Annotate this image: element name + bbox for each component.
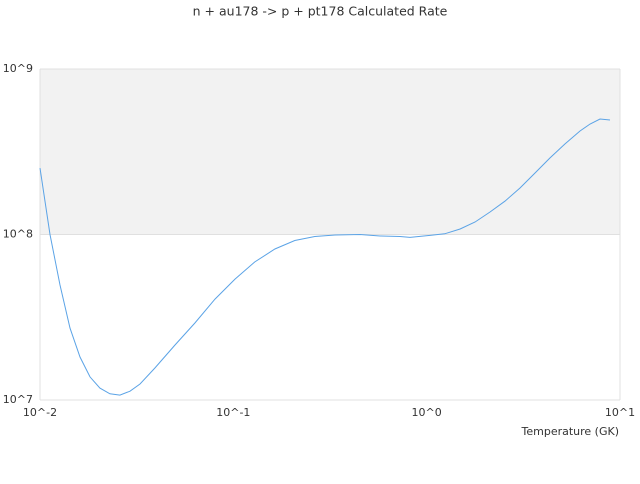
y-tick-label: 10^7 bbox=[3, 393, 33, 406]
data-line bbox=[39, 118, 611, 396]
y-tick-label: 10^9 bbox=[3, 62, 33, 75]
x-tick-label: 10^0 bbox=[412, 406, 442, 419]
y-tick-label: 10^8 bbox=[3, 228, 33, 241]
x-tick-label: 10^-1 bbox=[216, 406, 250, 419]
chart-title: n + au178 -> p + pt178 Calculated Rate bbox=[193, 4, 448, 19]
grid-band bbox=[40, 69, 620, 235]
x-tick-label: 10^-2 bbox=[23, 406, 57, 419]
x-axis-label: Temperature (GK) bbox=[521, 425, 620, 438]
x-tick-label: 10^1 bbox=[605, 406, 635, 419]
